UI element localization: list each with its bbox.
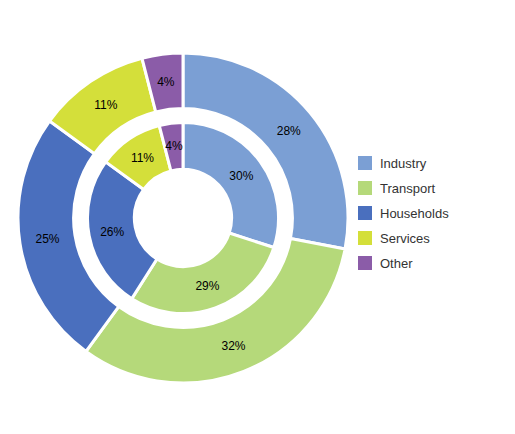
svg-text:4%: 4%	[165, 139, 183, 153]
svg-text:25%: 25%	[35, 232, 59, 246]
html-text:Services: Services	[380, 230, 430, 246]
svg-text:32%: 32%	[221, 339, 245, 353]
html-text:Industry: Industry	[380, 155, 427, 171]
html-text:Households: Households	[380, 205, 449, 221]
svg-text:11%: 11%	[94, 98, 117, 112]
svg-text:26%: 26%	[100, 225, 124, 239]
html-text:Transport: Transport	[380, 180, 436, 196]
html-text:Other: Other	[380, 255, 413, 271]
svg-text:4%: 4%	[157, 75, 175, 89]
svg-text:11%: 11%	[131, 151, 154, 165]
svg-text:30%: 30%	[229, 169, 253, 183]
svg-text:28%: 28%	[277, 124, 301, 138]
svg-text:29%: 29%	[195, 279, 219, 293]
